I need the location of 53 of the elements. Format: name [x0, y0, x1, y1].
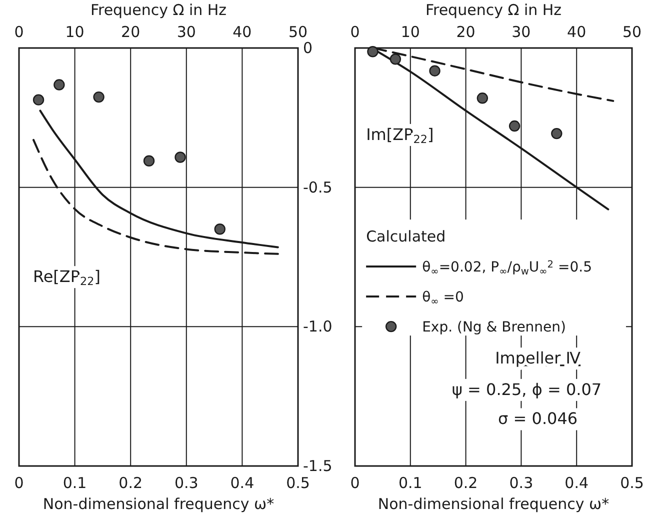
- point: [93, 91, 104, 103]
- x-tick-label: 0.5: [286, 474, 310, 492]
- x2-tick-label: 40: [232, 23, 252, 41]
- x2-tick-label: 20: [456, 23, 476, 41]
- point: [54, 79, 65, 90]
- x-tick-label: 0.1: [62, 474, 87, 492]
- y-tick-label: 0: [303, 39, 313, 57]
- point: [143, 155, 155, 166]
- x-tick-label: 0.2: [118, 474, 143, 492]
- x-tick-label: 0.4: [564, 474, 589, 492]
- x-axis-title: Non-dimensional frequency ω*: [42, 495, 275, 513]
- x2-tick-label: 30: [512, 23, 531, 41]
- x-tick-label: 0.2: [454, 474, 478, 492]
- x-tick-label: 0: [14, 474, 24, 492]
- x2-axis-title: Frequency Ω in Hz: [425, 1, 562, 19]
- x2-tick-label: 50: [622, 23, 642, 41]
- point: [367, 46, 378, 58]
- point: [508, 120, 520, 132]
- y-tick-label: -1.5: [303, 457, 332, 475]
- point: [476, 92, 488, 104]
- x2-tick-label: 10: [65, 23, 84, 41]
- y-tick-label: -0.5: [303, 178, 332, 196]
- x-tick-label: 0.4: [230, 474, 254, 492]
- x-tick-label: 0.1: [398, 474, 422, 492]
- point: [551, 128, 562, 140]
- annotation: Impeller Ⅳ: [495, 348, 581, 368]
- x2-tick-label: 10: [400, 23, 420, 41]
- x2-tick-label: 30: [176, 23, 196, 41]
- x-tick-label: 0.5: [620, 474, 644, 492]
- legend-label: θ$_{∞}$ =0: [422, 290, 464, 308]
- x2-tick-label: 40: [567, 23, 586, 41]
- annotation: Re[ZP$_{22}$]: [32, 267, 101, 288]
- y-tick-label: -1.0: [303, 318, 332, 336]
- annotation: ψ = 0.25, ϕ = 0.07: [452, 380, 602, 399]
- x2-tick-label: 20: [121, 23, 140, 41]
- x-axis-title: Non-dimensional frequency ω*: [378, 495, 610, 513]
- point: [214, 224, 226, 235]
- point: [390, 54, 402, 65]
- x-tick-label: 0.3: [174, 474, 198, 492]
- legend-label: Exp. (Ng & Brennen): [422, 320, 566, 336]
- annotation: σ = 0.046: [498, 409, 578, 428]
- x-tick-label: 0.3: [509, 474, 534, 492]
- point: [429, 65, 440, 76]
- x2-axis-title: Frequency Ω in Hz: [90, 1, 227, 19]
- annotation: Im[ZP$_{22}$]: [366, 124, 434, 146]
- point: [174, 152, 186, 163]
- x-tick-label: 0: [350, 474, 360, 492]
- x2-tick-label: 0: [350, 23, 360, 41]
- legend-title: Calculated: [366, 228, 446, 246]
- x2-tick-label: 50: [288, 23, 308, 41]
- x2-tick-label: 0: [14, 23, 24, 41]
- text: θ$_{∞}$=0.02, P$_{∞}$/ρ$_{w}$U$_{∞}$$^{2}$ =0.5: [422, 259, 592, 278]
- point: [32, 94, 44, 106]
